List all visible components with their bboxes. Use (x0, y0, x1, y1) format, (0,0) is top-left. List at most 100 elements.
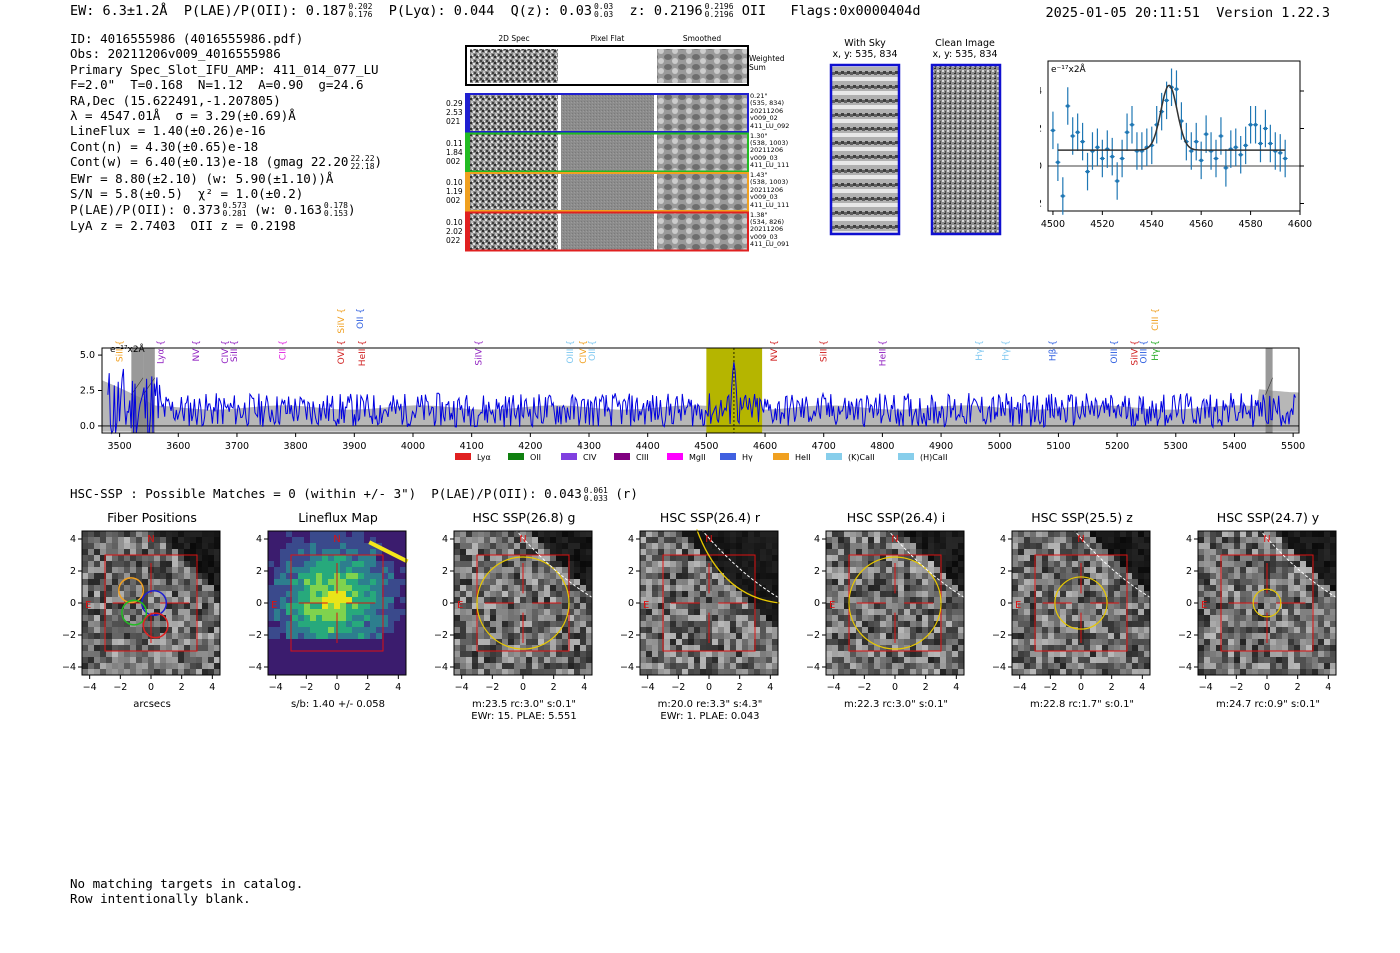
hsc-pixel (844, 663, 850, 669)
hsc-pixel (538, 537, 544, 543)
hsc-pixel (880, 567, 886, 573)
hsc-pixel (772, 645, 778, 651)
hsc-pixel (550, 615, 556, 621)
hsc-pixel (454, 657, 460, 663)
hsc-pixel (934, 651, 940, 657)
hsc-pixel (712, 531, 718, 537)
hsc-pixel (1144, 549, 1150, 555)
hsc-pixel (1108, 597, 1114, 603)
hsc-pixel (328, 549, 334, 555)
hsc-pixel (466, 591, 472, 597)
hsc-pixel (292, 615, 298, 621)
hsc-pixel (838, 573, 844, 579)
hsc-pixel (658, 567, 664, 573)
hsc-pixel (130, 639, 136, 645)
hsc-pixel (538, 543, 544, 549)
hsc-pixel (124, 621, 130, 627)
hsc-pixel (850, 573, 856, 579)
hsc-pixel (1204, 591, 1210, 597)
hsc-pixel (142, 645, 148, 651)
hsc-pixel (742, 615, 748, 621)
hsc-pixel (1294, 621, 1300, 627)
hsc-pixel (136, 645, 142, 651)
hsc-pixel (1042, 549, 1048, 555)
hsc-pixel (1084, 627, 1090, 633)
hsc-pixel (1066, 531, 1072, 537)
hsc-pixel (118, 585, 124, 591)
hsc-pixel (1282, 645, 1288, 651)
hsc-pixel (880, 585, 886, 591)
hsc-pixel (490, 543, 496, 549)
hsc-pixel (868, 567, 874, 573)
hsc-pixel (154, 603, 160, 609)
hsc-pixel (724, 567, 730, 573)
hsc-pixel (208, 579, 214, 585)
hsc-pixel (1234, 573, 1240, 579)
hsc-pixel (838, 627, 844, 633)
hsc-pixel (886, 645, 892, 651)
hsc-pixel (940, 663, 946, 669)
hsc-pixel (388, 633, 394, 639)
hsc-pixel (952, 609, 958, 615)
hsc-north-label: N (1077, 534, 1084, 545)
hsc-pixel (856, 663, 862, 669)
hsc-pixel (1132, 627, 1138, 633)
hsc-pixel (214, 531, 220, 537)
hsc-pixel (172, 579, 178, 585)
hsc-pixel (772, 639, 778, 645)
hsc-pixel (328, 645, 334, 651)
hsc-ytick-label: −2 (992, 630, 1006, 641)
hsc-north-label: N (705, 534, 712, 545)
hsc-pixel (478, 663, 484, 669)
hsc-pixel (940, 669, 946, 675)
hsc-pixel (538, 531, 544, 537)
hsc-pixel (1012, 531, 1018, 537)
hsc-pixel (652, 567, 658, 573)
hsc-pixel (280, 555, 286, 561)
hsc-pixel (742, 549, 748, 555)
hsc-pixel (1090, 585, 1096, 591)
hsc-pixel (1066, 657, 1072, 663)
hsc-pixel (688, 621, 694, 627)
hsc-pixel (934, 615, 940, 621)
zoom-point (1194, 139, 1199, 144)
hsc-pixel (1282, 543, 1288, 549)
hsc-pixel (832, 633, 838, 639)
hsc-pixel (736, 651, 742, 657)
hsc-pixel (844, 531, 850, 537)
hsc-pixel (268, 621, 274, 627)
hsc-pixel (1126, 609, 1132, 615)
hsc-pixel (1024, 639, 1030, 645)
hsc-pixel (142, 561, 148, 567)
hsc-pixel (1216, 597, 1222, 603)
hsc-pixel (880, 573, 886, 579)
hsc-pixel (748, 639, 754, 645)
hsc-pixel (340, 627, 346, 633)
hsc-pixel (322, 531, 328, 537)
hsc-pixel (1114, 597, 1120, 603)
spectrum-xtick-label: 3600 (166, 441, 190, 452)
hsc-pixel (1036, 633, 1042, 639)
hsc-pixel (1072, 663, 1078, 669)
hsc-pixel (1216, 669, 1222, 675)
hsc-pixel (286, 603, 292, 609)
hsc-pixel (940, 609, 946, 615)
hsc-pixel (1282, 651, 1288, 657)
hsc-pixel (1030, 531, 1036, 537)
hsc-pixel (544, 555, 550, 561)
spectrum-ytick-label: 0.0 (80, 421, 95, 432)
hsc-pixel (652, 603, 658, 609)
hsc-pixel (1024, 537, 1030, 543)
hsc-aperture-box (104, 554, 198, 652)
hsc-pixel (1030, 645, 1036, 651)
hsc-pixel (1084, 603, 1090, 609)
hsc-pixel (184, 651, 190, 657)
hsc-pixel (1270, 537, 1276, 543)
hsc-pixel (1096, 531, 1102, 537)
hsc-pixel (130, 669, 136, 675)
hsc-pixel (1252, 597, 1258, 603)
hsc-pixel (178, 609, 184, 615)
hsc-pixel (274, 555, 280, 561)
hsc-image-pixels (82, 531, 220, 675)
hsc-pixel (1294, 573, 1300, 579)
